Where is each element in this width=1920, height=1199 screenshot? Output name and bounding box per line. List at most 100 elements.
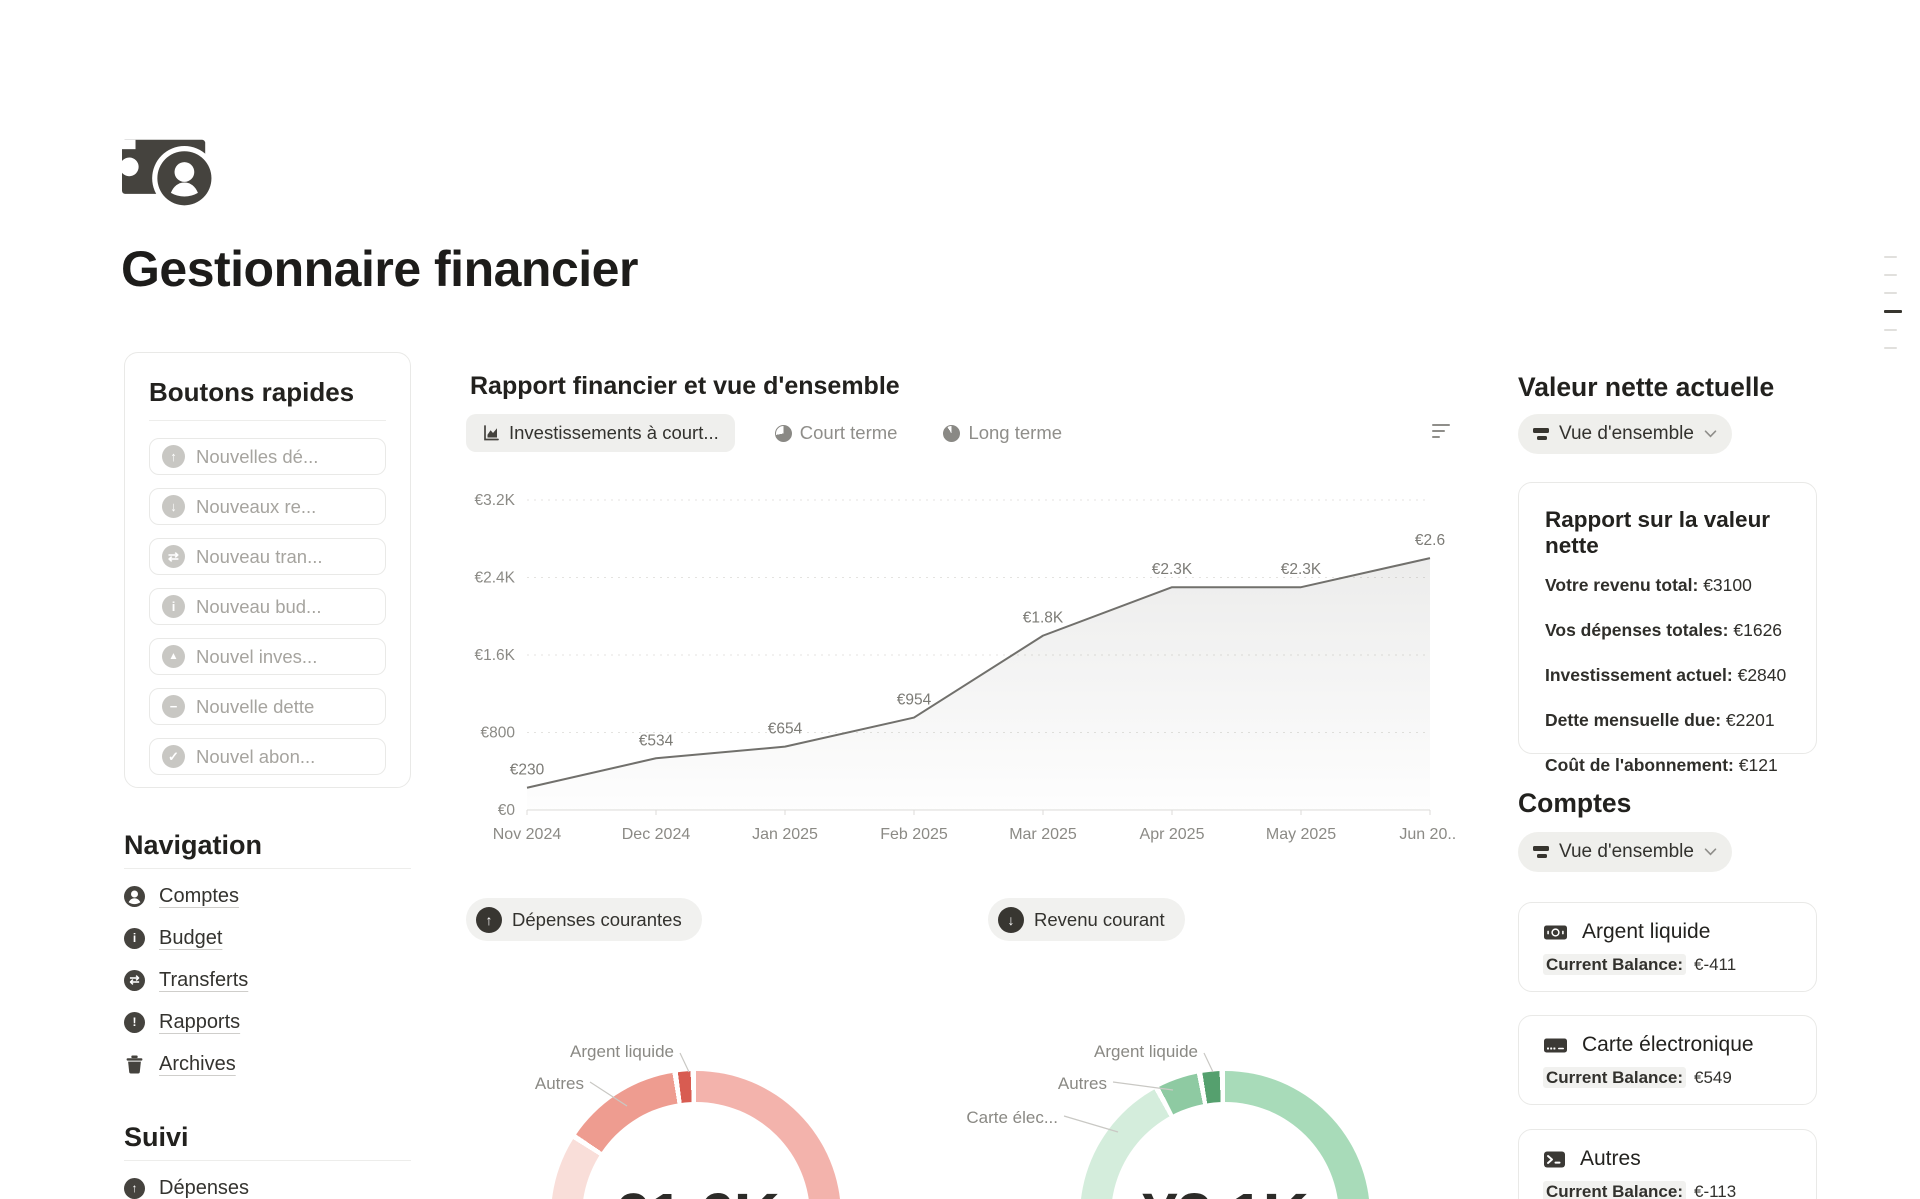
sidebar-item-budget[interactable]: i Budget: [124, 920, 411, 956]
tab-court-terme[interactable]: Court terme: [769, 421, 904, 445]
bar-chart-icon: [1533, 846, 1549, 858]
report-card-title: Rapport sur la valeur nette: [1545, 507, 1771, 558]
quick-buttons-card: Boutons rapides ↑ Nouvelles dé... ↓ Nouv…: [124, 352, 411, 788]
tab-label: Long terme: [968, 422, 1063, 443]
info-circle-icon: i: [124, 927, 145, 949]
outline-line-active[interactable]: [1884, 310, 1902, 313]
toggle-revenu-courant[interactable]: ↓ Revenu courant: [988, 898, 1185, 941]
alert-circle-icon: !: [124, 1011, 145, 1033]
quick-button-new-subscription[interactable]: ✓ Nouvel abon...: [149, 738, 386, 775]
outline-line[interactable]: [1884, 274, 1897, 276]
minus-circle-icon: −: [162, 695, 185, 718]
chevron-down-icon: [1704, 848, 1717, 856]
toggle-label: Dépenses courantes: [512, 908, 682, 930]
bar-chart-icon: [1533, 428, 1549, 440]
account-name: Autres: [1580, 1147, 1641, 1170]
svg-text:€800: €800: [481, 725, 516, 742]
quick-button-new-income[interactable]: ↓ Nouveaux re...: [149, 488, 386, 525]
donut-hole: €1.6K: [582, 1102, 810, 1199]
sidebar-item-rapports[interactable]: ! Rapports: [124, 1004, 411, 1040]
sidebar-item-depenses[interactable]: ↑ Dépenses: [124, 1170, 411, 1199]
quick-button-new-expense[interactable]: ↑ Nouvelles dé...: [149, 438, 386, 475]
arrow-down-circle-icon: ↓: [998, 906, 1024, 933]
svg-text:€0: €0: [498, 802, 516, 819]
account-name: Carte électronique: [1582, 1033, 1754, 1056]
donut-hole: ¥3.1K: [1111, 1102, 1339, 1199]
dropdown-label: Vue d'ensemble: [1559, 841, 1694, 862]
suivi-heading: Suivi: [124, 1122, 189, 1152]
divider: [149, 420, 386, 421]
check-circle-icon: ✓: [162, 745, 185, 768]
donut-slice-label: Carte élec...: [966, 1108, 1058, 1127]
quick-button-new-budget[interactable]: i Nouveau bud...: [149, 588, 386, 625]
sidebar-item-label: Budget: [159, 926, 223, 949]
navigation-heading: Navigation: [124, 830, 263, 860]
view-tabs: Investissements à court... Court terme L…: [466, 414, 1068, 452]
svg-text:€3.2K: €3.2K: [474, 492, 515, 509]
tab-investissements-court[interactable]: Investissements à court...: [466, 414, 735, 452]
svg-text:€230: €230: [510, 762, 545, 779]
account-card-argent-liquide[interactable]: Argent liquide Current Balance: €-411: [1518, 902, 1817, 992]
svg-text:€954: €954: [897, 692, 932, 709]
report-row: Coût de l'abonnement: €121: [1545, 755, 1778, 775]
quick-button-label: Nouvel abon...: [196, 745, 316, 767]
sidebar-item-label: Dépenses: [159, 1176, 250, 1199]
report-row: Vos dépenses totales: €1626: [1545, 620, 1783, 640]
net-worth-view-dropdown[interactable]: Vue d'ensemble: [1518, 414, 1732, 454]
tab-label: Court terme: [799, 422, 898, 443]
quick-button-label: Nouvelle dette: [196, 695, 315, 717]
quick-buttons-heading: Boutons rapides: [149, 377, 355, 407]
account-card-carte-electronique[interactable]: Carte électronique Current Balance: €549: [1518, 1015, 1817, 1105]
svg-text:€534: €534: [639, 732, 674, 749]
svg-text:€2.6: €2.6: [1415, 532, 1445, 549]
report-section-heading: Rapport financier et vue d'ensemble: [470, 372, 900, 400]
svg-text:€2.3K: €2.3K: [1281, 561, 1322, 578]
sidebar-navigation: Comptes i Budget ⇄ Transferts ! Rapports…: [124, 878, 411, 1088]
account-card-autres[interactable]: Autres Current Balance: €-113: [1518, 1129, 1817, 1199]
quick-button-label: Nouveaux re...: [196, 495, 317, 517]
app-logo-money-icon: [122, 139, 217, 208]
arrow-up-circle-icon: ↑: [476, 906, 502, 933]
quick-button-label: Nouvel inves...: [196, 645, 318, 667]
outline-line[interactable]: [1884, 256, 1897, 258]
pie-three-quarter-icon: [774, 424, 792, 442]
info-circle-icon: i: [162, 595, 185, 618]
dropdown-label: Vue d'ensemble: [1559, 423, 1694, 444]
outline-line[interactable]: [1884, 292, 1897, 294]
net-worth-line-chart: €0 €800 €1.6K €2.4K €3.2K Nov 2024 Dec 2024 Jan…: [474, 492, 1456, 843]
accounts-view-dropdown[interactable]: Vue d'ensemble: [1518, 832, 1732, 872]
quick-button-new-debt[interactable]: − Nouvelle dette: [149, 688, 386, 725]
sidebar-item-archives[interactable]: Archives: [124, 1046, 411, 1082]
outline-line[interactable]: [1884, 347, 1897, 349]
svg-text:Apr 2025: Apr 2025: [1140, 826, 1205, 843]
report-row: Dette mensuelle due: €2201: [1545, 710, 1775, 730]
tab-long-terme[interactable]: Long terme: [937, 421, 1068, 445]
quick-button-label: Nouvelles dé...: [196, 445, 319, 467]
svg-text:Mar 2025: Mar 2025: [1009, 826, 1077, 843]
arrow-up-circle-icon: ↑: [124, 1177, 145, 1199]
svg-text:€1.6K: €1.6K: [474, 647, 515, 664]
trash-icon: [124, 1054, 145, 1075]
donut-slice-label: Autres: [534, 1074, 584, 1093]
sidebar-item-label: Archives: [159, 1052, 236, 1075]
filter-icon[interactable]: [1432, 424, 1450, 442]
page-outline-indicator[interactable]: [1884, 256, 1902, 365]
quick-button-new-investment[interactable]: ▲ Nouvel inves...: [149, 638, 386, 675]
sidebar-item-label: Rapports: [159, 1010, 241, 1033]
outline-line[interactable]: [1884, 329, 1897, 331]
arrow-down-circle-icon: ↓: [162, 495, 185, 518]
net-worth-report-card: Rapport sur la valeur nette Votre revenu…: [1518, 482, 1817, 775]
quick-button-label: Nouveau tran...: [196, 545, 323, 567]
page-title: Gestionnaire financier: [121, 241, 638, 297]
toggle-depenses-courantes[interactable]: ↑ Dépenses courantes: [466, 898, 702, 941]
banknote-icon: [1544, 925, 1567, 939]
svg-text:€2.3K: €2.3K: [1152, 561, 1193, 578]
toggle-label: Revenu courant: [1034, 908, 1165, 930]
accounts-heading: Comptes: [1518, 788, 1632, 818]
quick-button-new-transfer[interactable]: ⇄ Nouveau tran...: [149, 538, 386, 575]
sidebar-item-transferts[interactable]: ⇄ Transferts: [124, 962, 411, 998]
quick-button-label: Nouveau bud...: [196, 595, 322, 617]
chevron-down-icon: [1704, 430, 1717, 438]
sidebar-item-comptes[interactable]: Comptes: [124, 878, 411, 914]
